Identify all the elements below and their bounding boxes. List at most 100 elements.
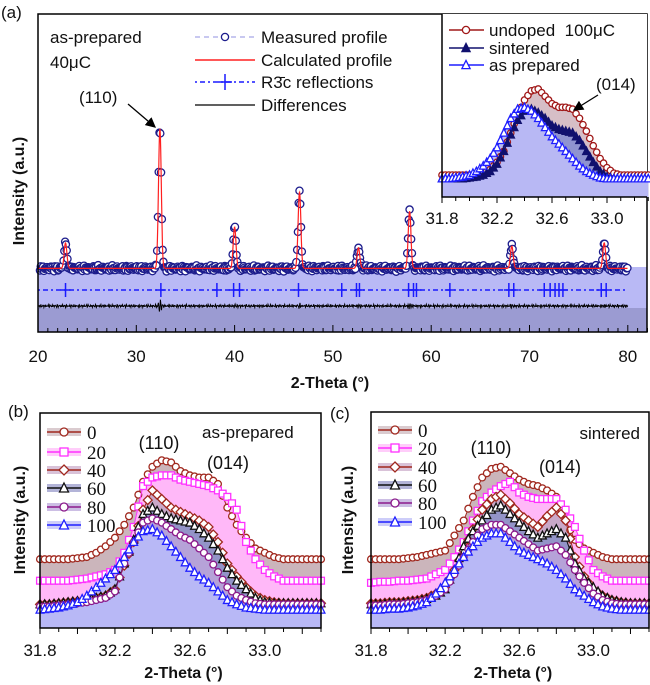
data-point [468,492,477,501]
data-point [217,589,228,600]
legend-label: 0 [418,421,428,442]
legend-label: 80 [87,498,106,519]
legend-item: Differences [195,96,347,115]
panel-b: 31.8 32.2 32.6 33.0 2-Theta (°) Intensity (a.… [8,402,327,682]
data-point [499,127,509,137]
dose-annotation: 40μC [50,53,91,72]
x-tick-label: 32.6 [503,641,536,660]
legend-item: R3̄c reflections [195,73,373,92]
data-point [495,152,506,162]
x-tick-label: 32.2 [98,641,131,660]
reflection-tick [293,283,304,297]
x-axis-label: 2-Theta (°) [474,665,552,682]
data-point [473,483,482,492]
panel-c: 31.8 32.2 32.6 33.0 2-Theta (°) Intensity (a.… [330,404,650,682]
data-point [217,553,228,564]
legend-label: 80 [418,494,437,515]
inset-legend-item: undoped 100μC [449,21,615,40]
data-point [485,152,495,163]
data-point [591,161,602,171]
legend-item: 0 [378,421,428,442]
inset-legend-item: sintered [449,39,549,58]
data-point [441,546,450,555]
data-point [463,545,474,556]
reflection-tick [508,283,519,297]
legend-item: 20 [378,439,437,460]
reflection-tick [60,283,71,297]
data-point [166,540,177,551]
data-point [588,596,599,607]
peak-label-014: (014) [207,453,249,473]
data-point [495,499,506,510]
legend-label: 20 [87,443,106,464]
data-point [142,494,154,506]
inset-legend-item: as prepared [449,56,580,75]
legend-label: 20 [418,439,437,460]
data-point [147,523,158,534]
legend-item: 40 [378,458,437,479]
data-point [464,504,473,513]
legend-item: 100 [47,516,116,537]
data-point [536,117,547,127]
legend-item: Calculated profile [195,51,392,70]
legend-marker [59,502,69,512]
data-point [588,156,599,167]
x-tick-label: 40 [225,347,244,366]
series-fill [40,529,321,628]
legend-marker [58,464,70,476]
data-point [128,536,139,547]
data-point [565,578,576,588]
x-tick-label: 33.0 [577,641,610,660]
data-point [551,523,562,534]
data-point [537,516,548,527]
data-point [502,119,513,130]
legend-item: 100 [378,513,447,534]
data-point [209,560,218,569]
x-tick-label: 80 [618,347,637,366]
data-point [532,553,543,564]
data-point [582,127,591,135]
data-point [213,585,223,596]
data-point [500,503,511,514]
data-point [120,520,129,529]
data-point [445,559,454,568]
data-point [492,158,502,168]
data-point [488,147,499,157]
data-point [574,586,585,597]
data-point [223,492,232,501]
panel-a: 20 30 40 50 60 70 80 2-Theta (°) Intensity (a.u.… [1,3,648,392]
data-point [495,527,506,538]
x-tick-label: 60 [422,347,441,366]
data-point [440,576,451,587]
arrow-icon [127,103,156,128]
data-point [245,587,256,598]
legend-marker [390,443,400,453]
data-point [560,572,571,583]
data-point [170,545,181,556]
data-point [454,523,464,533]
x-tick-label: 31.8 [23,641,56,660]
data-point [532,521,544,533]
data-point [477,514,488,525]
data-point [570,522,579,531]
data-point [194,570,205,581]
data-point [152,504,163,515]
data-point [583,593,594,604]
data-point [208,581,219,592]
data-point [213,568,223,577]
legend-item: 60 [378,476,437,497]
data-point [184,561,195,572]
data-point [449,564,460,574]
data-point [505,129,516,139]
legend-item: 60 [47,479,106,500]
data-point [218,575,227,584]
peak-label-110: (110) [139,433,180,453]
data-point [533,112,544,123]
x-tick-label: 33.0 [590,209,623,228]
legend-marker [390,498,400,508]
data-point [581,145,592,156]
data-point [561,550,570,559]
data-point [502,137,513,147]
x-tick-label: 20 [29,347,48,366]
